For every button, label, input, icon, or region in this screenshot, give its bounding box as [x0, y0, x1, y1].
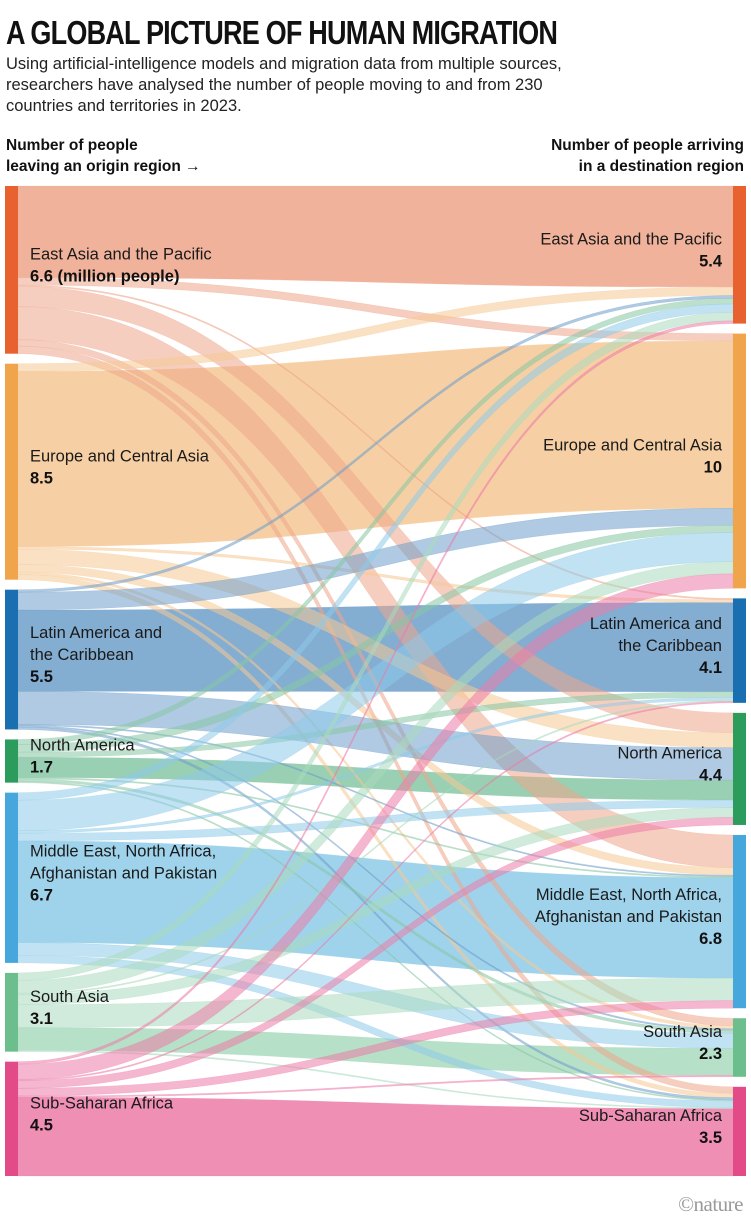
left-header-line-2: leaving an origin region →: [6, 158, 201, 175]
destination-label-mena-line-2: Afghanistan and Pakistan: [535, 908, 722, 926]
origin-bar-sa: [5, 972, 18, 1052]
destination-bar-na: [733, 712, 746, 825]
destination-value-lac: 4.1: [699, 659, 722, 677]
right-header-line-1: Number of people arriving: [551, 137, 744, 154]
origin-label-eca-line-1: Europe and Central Asia: [30, 447, 210, 465]
destination-bar-lac: [733, 598, 746, 703]
destination-value-ssa: 3.5: [699, 1129, 722, 1147]
origin-bar-na: [5, 739, 18, 783]
origin-bar-eap: [5, 186, 18, 354]
destination-value-eap: 5.4: [699, 252, 723, 270]
origin-bar-ssa: [5, 1061, 18, 1176]
flow-ssa-to-mena: [17, 1000, 734, 1097]
destination-value-sa: 2.3: [699, 1045, 722, 1063]
node-layer: [5, 186, 746, 1176]
destination-value-na: 4.4: [699, 767, 723, 785]
destination-bar-sa: [733, 1018, 746, 1077]
origin-label-ssa-line-1: Sub-Saharan Africa: [30, 1094, 174, 1112]
flow-sa-to-mena: [17, 977, 734, 1028]
flow-ssa-to-eca: [17, 573, 734, 1080]
origin-bar-mena: [5, 792, 18, 963]
origin-label-lac-line-1: Latin America and: [30, 624, 162, 642]
destination-bar-eca: [733, 333, 746, 589]
left-axis-header: Number of people leaving an origin regio…: [6, 135, 201, 177]
chart-subtitle: Using artificial-intelligence models and…: [6, 55, 562, 115]
origin-bar-lac: [5, 589, 18, 730]
destination-value-mena: 6.8: [699, 930, 722, 948]
destination-bar-mena: [733, 834, 746, 1009]
origin-label-lac-line-2: the Caribbean: [30, 646, 134, 664]
origin-label-mena-line-1: Middle East, North Africa,: [30, 842, 216, 860]
destination-bar-ssa: [733, 1086, 746, 1176]
destination-bar-eap: [733, 186, 746, 324]
origin-bar-eca: [5, 363, 18, 580]
flow-layer: [17, 185, 734, 1177]
chart-title: A GLOBAL PICTURE OF HUMAN MIGRATION: [6, 14, 558, 51]
origin-label-sa-line-1: South Asia: [30, 988, 110, 1006]
left-header-line-1: Number of people: [6, 137, 138, 154]
nature-credit: ©nature: [678, 1192, 743, 1216]
origin-value-na: 1.7: [30, 759, 53, 777]
right-header-line-2: in a destination region: [578, 158, 744, 175]
destination-label-na-line-1: North America: [617, 745, 722, 763]
destination-label-sa-line-1: South Asia: [643, 1023, 723, 1041]
destination-value-eca: 10: [704, 459, 722, 477]
destination-label-mena-line-1: Middle East, North Africa,: [536, 886, 722, 904]
destination-label-eca-line-1: Europe and Central Asia: [543, 437, 723, 455]
destination-label-eap-line-1: East Asia and the Pacific: [540, 230, 722, 248]
origin-value-sa: 3.1: [30, 1010, 53, 1028]
destination-label-lac-line-2: the Caribbean: [618, 637, 722, 655]
origin-value-lac: 5.5: [30, 668, 53, 686]
origin-value-eap: 6.6 (million people): [30, 267, 179, 285]
destination-label-ssa-line-1: Sub-Saharan Africa: [579, 1107, 723, 1125]
origin-value-eca: 8.5: [30, 469, 53, 487]
destination-label-lac-line-1: Latin America and: [590, 615, 722, 633]
label-layer: East Asia and the Pacific 6.6 (million pe…: [30, 230, 723, 1147]
origin-label-mena-line-2: Afghanistan and Pakistan: [30, 864, 217, 882]
origin-value-mena: 6.7: [30, 886, 53, 904]
right-axis-header: Number of people arriving in a destinati…: [551, 135, 744, 177]
origin-label-eap-line-1: East Asia and the Pacific: [30, 245, 212, 263]
flow-ssa-to-na: [17, 817, 734, 1089]
origin-label-na-line-1: North America: [30, 737, 135, 755]
origin-value-ssa: 4.5: [30, 1116, 53, 1134]
